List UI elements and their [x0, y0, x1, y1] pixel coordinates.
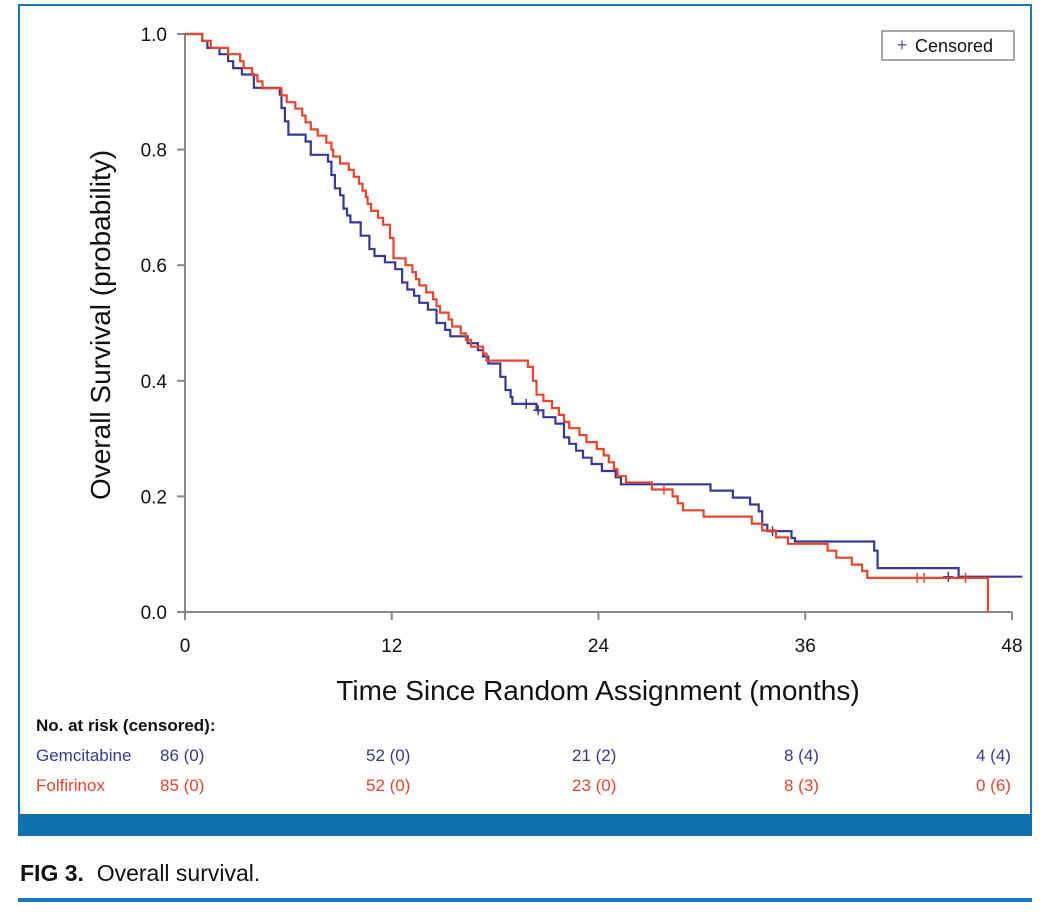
censor-mark-gemcitabine — [521, 398, 532, 409]
risk-folfirinox-12: 52 (0) — [366, 776, 411, 795]
caption-rule — [18, 898, 1032, 902]
censor-mark-gemcitabine — [943, 571, 954, 582]
risk-folfirinox-48: 0 (6) — [976, 776, 1011, 795]
y-tick-label: 0.6 — [141, 256, 167, 277]
legend-box — [881, 30, 1015, 61]
x-tick-label: 24 — [588, 636, 610, 657]
y-tick-label: 0.2 — [141, 487, 167, 508]
censor-mark-folfirinox — [658, 484, 669, 495]
y-tick-label: 0.4 — [141, 372, 168, 393]
x-tick-label: 48 — [1001, 636, 1022, 657]
risk-folfirinox-24: 23 (0) — [572, 776, 617, 795]
y-tick-label: 0.0 — [141, 603, 167, 624]
risk-folfirinox-36: 8 (3) — [784, 776, 819, 795]
figure-caption: FIG 3. Overall survival. — [20, 860, 260, 887]
y-axis-label: Overall Survival (probability) — [85, 150, 116, 500]
risk-gemcitabine-0: 86 (0) — [160, 746, 205, 765]
legend: + Censored — [881, 30, 1015, 61]
risk-row-folfirinox-name: Folfirinox — [36, 776, 105, 795]
y-tick-label: 1.0 — [141, 25, 167, 46]
caption-label: FIG 3. — [20, 860, 84, 886]
risk-gemcitabine-36: 8 (4) — [784, 746, 819, 765]
risk-row-gemcitabine-name: Gemcitabine — [36, 746, 132, 765]
censor-mark-folfirinox — [960, 572, 971, 583]
censor-mark-gemcitabine — [533, 405, 544, 416]
survival-curve-gemcitabine — [185, 32, 1023, 578]
risk-folfirinox-0: 85 (0) — [160, 776, 205, 795]
caption-text: Overall survival. — [96, 860, 261, 886]
risk-gemcitabine-12: 52 (0) — [366, 746, 411, 765]
legend-label: Censored — [915, 36, 993, 56]
x-tick-label: 12 — [381, 636, 402, 657]
censor-mark-folfirinox — [919, 572, 930, 583]
x-tick-label: 36 — [795, 636, 816, 657]
figure-bottom-bar — [18, 814, 1032, 836]
legend-marker: + — [897, 35, 908, 55]
risk-table-title: No. at risk (censored): — [36, 716, 216, 735]
risk-gemcitabine-24: 21 (2) — [572, 746, 617, 765]
x-tick-label: 0 — [180, 636, 191, 657]
risk-gemcitabine-48: 4 (4) — [976, 746, 1011, 765]
survival-curve-folfirinox — [185, 32, 989, 612]
y-tick-label: 0.8 — [141, 141, 167, 162]
x-axis-label: Time Since Random Assignment (months) — [336, 675, 859, 706]
km-chart: Overall Survival (probability) Time Sinc… — [85, 25, 1023, 706]
